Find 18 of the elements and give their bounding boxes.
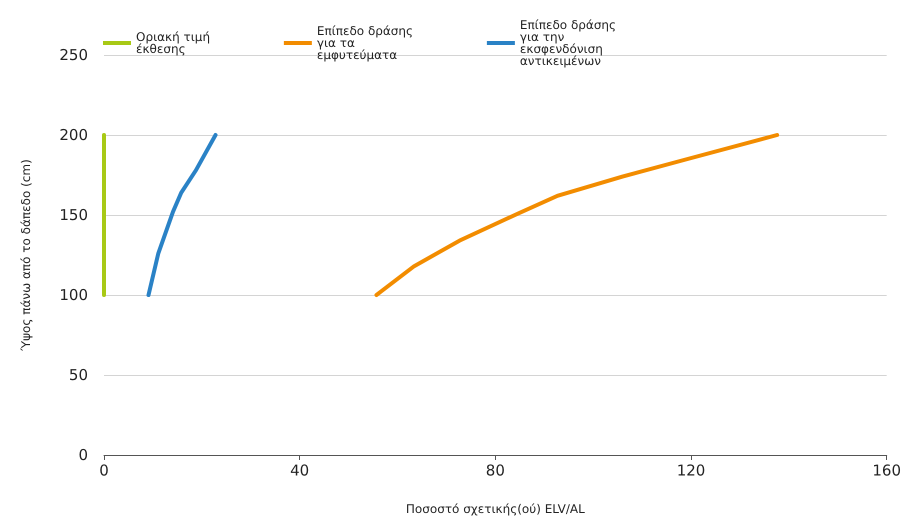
line-series: [146, 133, 218, 297]
x-tick-label: 160: [872, 462, 902, 480]
y-tick-label: 200: [59, 126, 88, 144]
legend-label: Επίπεδο δράσης για τα εμφυτεύματα: [316, 24, 417, 62]
y-tick-label: 100: [59, 286, 88, 304]
y-tick-label: 250: [59, 46, 88, 64]
legend-label: Οριακή τιμή έκθεσης: [136, 30, 214, 56]
x-tick-label: 40: [290, 462, 310, 480]
legend-label: Επίπεδο δράσης για την εκσφενδόνιση αντικειμένων: [520, 18, 620, 68]
y-tick-label: 150: [59, 206, 88, 224]
x-tick-label: 120: [676, 462, 706, 480]
y-axis-title: Ύψος πάνω από το δάπεδο (cm): [19, 159, 33, 352]
line-series: [374, 133, 780, 297]
y-tick-label: 0: [78, 446, 88, 464]
x-tick-label: 0: [99, 462, 109, 480]
x-axis-title: Ποσοστό σχετικής(ού) ELV/AL: [406, 502, 586, 516]
x-tick-label: 80: [486, 462, 505, 480]
y-tick-label: 50: [68, 366, 88, 384]
